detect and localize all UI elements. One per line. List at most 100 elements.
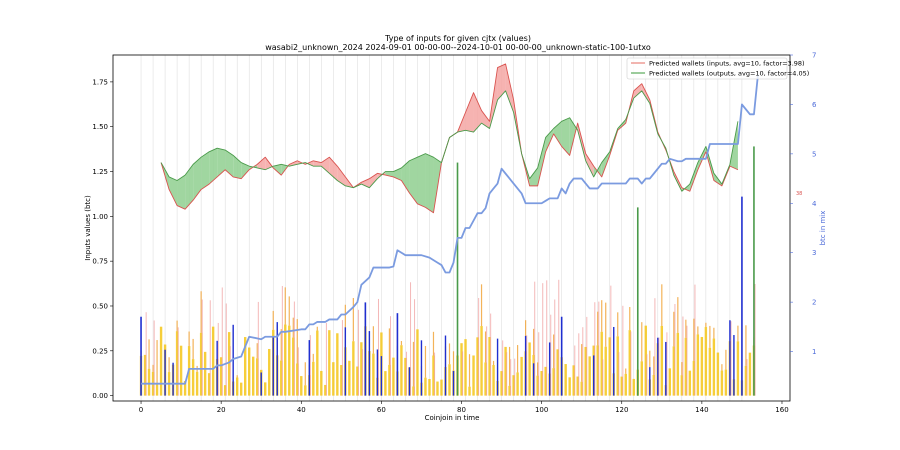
input-bar-pink xyxy=(602,359,604,396)
fill-segment xyxy=(561,117,570,156)
input-bar-pink xyxy=(490,313,492,396)
input-bar-blue xyxy=(408,367,411,396)
input-bar-pink xyxy=(510,359,512,396)
input-bar xyxy=(183,380,187,396)
input-bar-orange xyxy=(713,327,715,339)
input-bar-pink xyxy=(550,314,552,396)
input-bar xyxy=(460,343,463,396)
fill-segment xyxy=(361,178,370,188)
input-bar-orange xyxy=(312,353,314,362)
input-bar-blue xyxy=(260,372,262,396)
input-bar-pink xyxy=(618,352,620,396)
fill-segment xyxy=(401,160,410,194)
highlight-bar xyxy=(456,162,459,396)
input-bar xyxy=(640,361,643,396)
y-tick-label: 0.25 xyxy=(92,347,108,355)
x-tick-label: 20 xyxy=(217,406,226,414)
fill-segment xyxy=(193,157,202,201)
input-bar xyxy=(736,341,740,396)
input-bar-pink xyxy=(538,332,540,396)
input-bar-orange xyxy=(677,297,679,333)
input-bar-orange xyxy=(709,325,711,348)
input-bar xyxy=(404,357,407,396)
input-bar xyxy=(516,372,519,396)
input-bar xyxy=(348,360,351,396)
input-bar xyxy=(400,345,403,396)
legend: Predicted wallets (inputs, avg=10, facto… xyxy=(626,57,809,80)
input-bar xyxy=(248,347,251,396)
fill-segment xyxy=(273,164,282,176)
x-tick-label: 120 xyxy=(615,406,628,414)
y2-axis-label: btc in mix xyxy=(819,211,827,246)
input-bar-orange xyxy=(468,354,471,387)
input-bar-blue xyxy=(657,337,659,396)
input-bar xyxy=(159,326,163,396)
input-bar-blue xyxy=(376,349,379,396)
highlight-bar xyxy=(636,207,639,396)
input-bar-blue xyxy=(649,367,651,396)
x-tick-label: 160 xyxy=(775,406,788,414)
input-bar-orange xyxy=(581,344,583,382)
fill-segment xyxy=(497,63,506,100)
fill-segment xyxy=(241,162,250,179)
input-bar-pink xyxy=(630,331,632,396)
input-bar xyxy=(692,360,696,396)
input-bar-pink xyxy=(506,352,508,396)
input-bar-pink xyxy=(390,316,392,396)
input-bar-pink xyxy=(281,285,283,396)
chart-subtitle: wasabi2_unknown_2024 2024-09-01 00-00-00… xyxy=(265,43,651,52)
input-bar-orange xyxy=(344,304,346,348)
input-bar xyxy=(195,371,199,396)
input-bar-pink xyxy=(574,345,576,396)
fill-segment xyxy=(185,164,194,210)
input-bar xyxy=(356,366,359,396)
input-bar-pink xyxy=(730,321,732,396)
input-bar xyxy=(584,346,587,396)
input-bar-pink xyxy=(309,335,311,396)
input-bar xyxy=(588,356,591,396)
input-bar xyxy=(324,384,327,396)
fill-segment xyxy=(689,162,698,192)
input-bar xyxy=(632,378,635,396)
input-bar xyxy=(284,324,287,396)
input-bar xyxy=(191,359,195,396)
input-bar xyxy=(704,327,708,396)
input-bar-blue xyxy=(613,326,615,396)
input-bar xyxy=(600,331,603,396)
input-bar-orange xyxy=(372,326,374,354)
input-bar-pink xyxy=(145,312,147,396)
input-bar-orange xyxy=(629,307,631,331)
input-bar-pink xyxy=(406,351,408,396)
highlight-bar xyxy=(364,302,367,396)
input-bar-blue xyxy=(420,340,423,396)
input-bar xyxy=(556,349,559,396)
y-tick-label: 0.75 xyxy=(92,258,108,266)
fill-segment xyxy=(505,63,514,113)
lines-layer xyxy=(141,63,759,385)
input-bar-orange xyxy=(188,331,190,347)
input-bar-orange xyxy=(292,317,294,338)
fill-segment xyxy=(537,137,546,186)
fill-segment xyxy=(425,153,434,213)
input-bar-blue xyxy=(444,335,447,396)
fill-segment xyxy=(217,148,226,177)
input-bar-pink xyxy=(297,347,299,396)
input-bar xyxy=(235,377,239,396)
input-bar xyxy=(199,332,203,396)
input-bar-pink xyxy=(434,352,436,396)
fill-segment xyxy=(409,157,418,204)
input-bar-orange xyxy=(192,338,194,360)
input-bar-pink xyxy=(502,340,504,396)
input-bar xyxy=(300,376,303,396)
input-bar xyxy=(708,347,712,396)
input-bar xyxy=(484,362,487,396)
input-bar xyxy=(520,356,523,396)
input-bar xyxy=(424,377,427,396)
input-bar-orange xyxy=(681,362,683,376)
input-bar-orange xyxy=(525,320,527,352)
input-bar-pink xyxy=(546,280,548,396)
y2-tick-label: 1 xyxy=(812,348,816,356)
y-tick-label: 0.00 xyxy=(92,392,108,400)
input-bar-blue xyxy=(733,335,735,396)
